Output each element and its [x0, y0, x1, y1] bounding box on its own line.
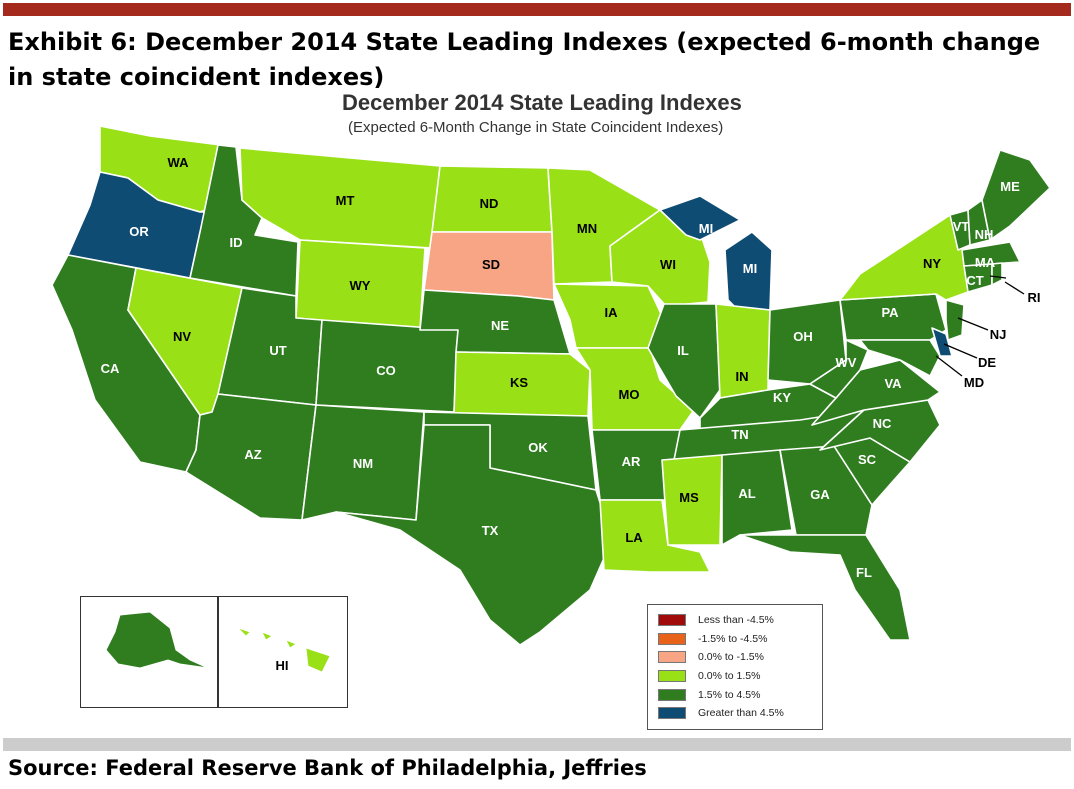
state-label-wv: WV: [836, 355, 857, 370]
legend: Less than -4.5% -1.5% to -4.5% 0.0% to -1.…: [647, 604, 823, 730]
state-label-tx: TX: [482, 523, 499, 538]
top-rule-bar: [3, 3, 1071, 16]
state-tx: [335, 424, 613, 646]
state-label-de: DE: [978, 355, 996, 370]
legend-label: -1.5% to -4.5%: [698, 632, 768, 645]
state-label-az: AZ: [244, 447, 261, 462]
state-label-wi: WI: [660, 257, 676, 272]
state-label-la: LA: [625, 530, 643, 545]
state-label-ut: UT: [269, 343, 286, 358]
state-label-ct: CT: [966, 273, 983, 288]
legend-label: 1.5% to 4.5%: [698, 688, 761, 701]
state-label-il: IL: [677, 343, 689, 358]
state-label-nh: NH: [975, 227, 994, 242]
state-hi: [237, 627, 331, 673]
state-ks: [453, 351, 591, 417]
legend-label: 0.0% to 1.5%: [698, 670, 761, 683]
map-title: December 2014 State Leading Indexes: [342, 90, 742, 115]
legend-item: -1.5% to -4.5%: [658, 630, 812, 649]
legend-swatch: [658, 670, 686, 683]
state-label-ms: MS: [679, 490, 699, 505]
state-label-or: OR: [129, 224, 149, 239]
state-id: [189, 144, 299, 297]
state-label-mn: MN: [577, 221, 597, 236]
bottom-rule-bar: [3, 738, 1071, 751]
state-ms: [661, 454, 723, 546]
map-subtitle: (Expected 6-Month Change in State Coinci…: [348, 119, 724, 136]
state-label-va: VA: [884, 376, 902, 391]
state-label-fl: FL: [856, 565, 872, 580]
state-label-tn: TN: [731, 427, 748, 442]
state-al: [721, 449, 793, 546]
state-me: [981, 149, 1051, 241]
state-ny: [839, 214, 969, 301]
state-de: [931, 327, 953, 357]
state-label-id: ID: [230, 235, 243, 250]
state-label-nm: NM: [353, 456, 373, 471]
state-label-oh: OH: [793, 329, 813, 344]
state-label-sc: SC: [858, 452, 877, 467]
state-label-ri: RI: [1028, 290, 1041, 305]
state-fl: [739, 534, 911, 641]
source-note: Source: Federal Reserve Bank of Philadel…: [8, 756, 647, 780]
state-label-vt: VT: [953, 219, 970, 234]
alaska-inset: [80, 596, 218, 708]
state-label-wy: WY: [350, 278, 371, 293]
state-label-nj: NJ: [990, 327, 1007, 342]
legend-swatch: [658, 707, 686, 720]
legend-label: Greater than 4.5%: [698, 707, 784, 720]
legend-label: Less than -4.5%: [698, 614, 774, 627]
legend-item: Less than -4.5%: [658, 611, 812, 630]
state-label-nv: NV: [173, 329, 191, 344]
state-ak: [105, 611, 209, 669]
hawaii-inset: [218, 596, 348, 708]
state-label-hi: HI: [276, 658, 289, 673]
state-label-ks: KS: [510, 375, 528, 390]
state-label-pa: PA: [881, 305, 899, 320]
state-la: [599, 499, 711, 573]
legend-item: 1.5% to 4.5%: [658, 685, 812, 704]
state-label-ar: AR: [622, 454, 641, 469]
legend-item: Greater than 4.5%: [658, 704, 812, 723]
legend-item: 0.0% to 1.5%: [658, 667, 812, 686]
state-label-ia: IA: [605, 305, 619, 320]
state-label-al: AL: [738, 486, 755, 501]
state-label-mt: MT: [336, 193, 355, 208]
state-label-ga: GA: [810, 487, 830, 502]
legend-swatch: [658, 632, 686, 645]
state-label-in: IN: [736, 369, 749, 384]
state-md: [859, 339, 941, 377]
state-label-wa: WA: [168, 155, 190, 170]
inset-shapes: [105, 611, 331, 673]
state-label-md: MD: [964, 375, 984, 390]
legend-label: 0.0% to -1.5%: [698, 651, 764, 664]
state-label-ok: OK: [528, 440, 548, 455]
state-label-mi: MI: [743, 261, 757, 276]
legend-swatch: [658, 614, 686, 627]
state-label-nc: NC: [873, 416, 892, 431]
state-label-me: ME: [1000, 179, 1020, 194]
state-label-ca: CA: [101, 361, 120, 376]
legend-swatch: [658, 688, 686, 701]
state-nj: [945, 299, 965, 341]
state-mi: [659, 195, 741, 241]
state-label-ky: KY: [773, 390, 791, 405]
legend-item: 0.0% to -1.5%: [658, 648, 812, 667]
state-label-nd: ND: [480, 196, 499, 211]
state-label-mo: MO: [619, 387, 640, 402]
exhibit-title: Exhibit 6: December 2014 State Leading I…: [8, 28, 1041, 91]
state-label-sd: SD: [482, 257, 500, 272]
state-ri: [991, 262, 1003, 286]
state-label-ne: NE: [491, 318, 509, 333]
state-label-co: CO: [376, 363, 396, 378]
state-ma: [961, 241, 1021, 267]
state-label-ny: NY: [923, 256, 941, 271]
state-label-mi-upper: MI: [699, 221, 713, 236]
state-label-ma: MA: [975, 255, 996, 270]
legend-swatch: [658, 651, 686, 664]
